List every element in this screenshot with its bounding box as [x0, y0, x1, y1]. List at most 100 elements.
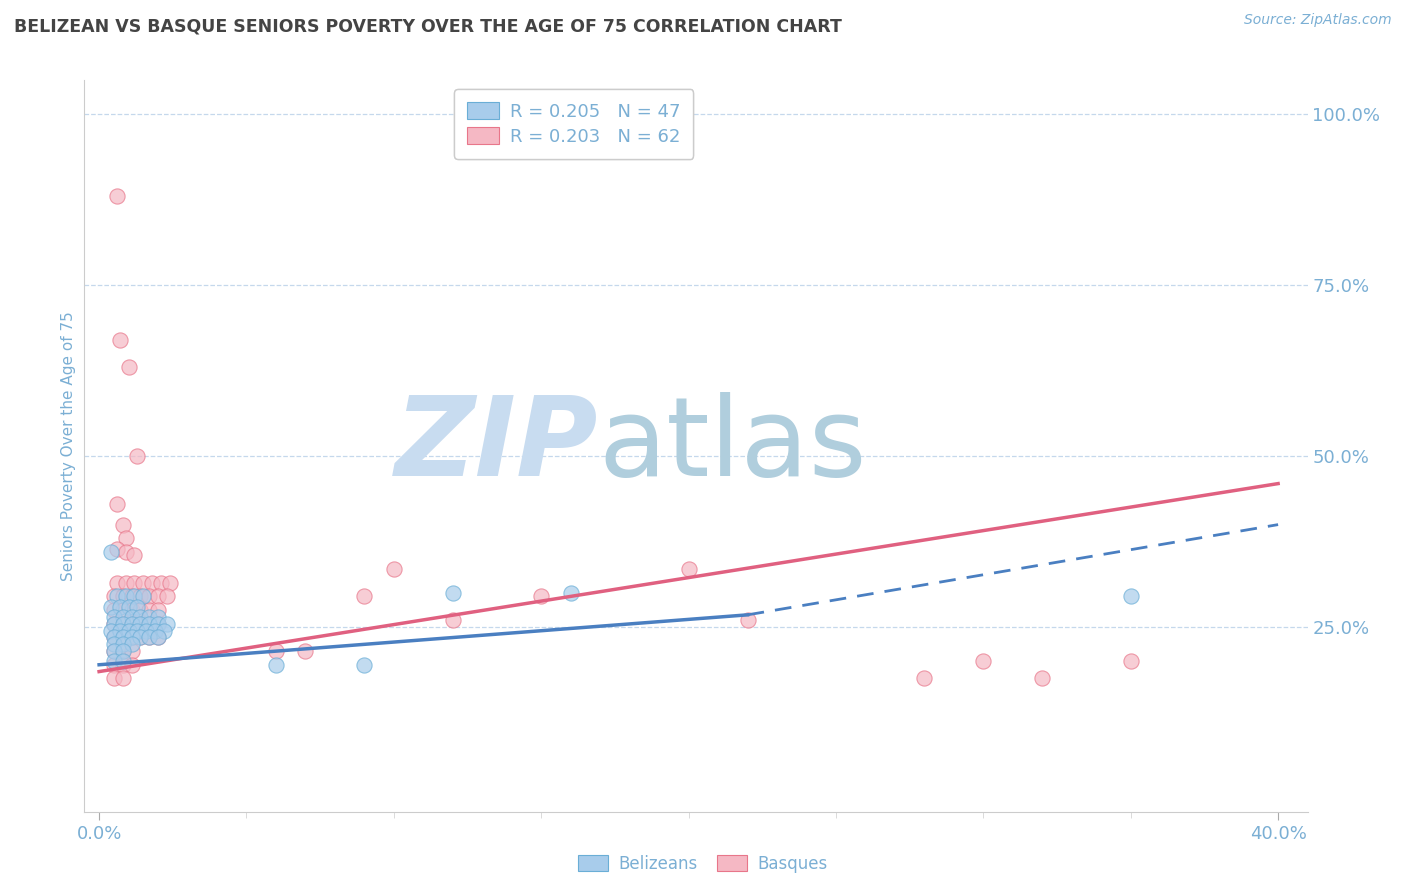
- Point: [121, 610, 143, 624]
- Point: [103, 616, 125, 631]
- Point: [103, 657, 125, 672]
- Text: BELIZEAN VS BASQUE SENIORS POVERTY OVER THE AGE OF 75 CORRELATION CHART: BELIZEAN VS BASQUE SENIORS POVERTY OVER …: [14, 18, 842, 36]
- Point: [111, 603, 134, 617]
- Point: [138, 616, 160, 631]
- Point: [129, 603, 152, 617]
- Point: [156, 590, 179, 604]
- Point: [103, 616, 125, 631]
- Point: [146, 610, 169, 624]
- Point: [129, 616, 152, 631]
- Legend: Belizeans, Basques: Belizeans, Basques: [572, 848, 834, 880]
- Point: [111, 631, 134, 645]
- Point: [111, 631, 134, 645]
- Point: [105, 189, 128, 203]
- Y-axis label: Seniors Poverty Over the Age of 75: Seniors Poverty Over the Age of 75: [60, 311, 76, 581]
- Point: [264, 644, 287, 658]
- Point: [114, 590, 136, 604]
- Point: [121, 631, 143, 645]
- Point: [121, 616, 143, 631]
- Point: [135, 624, 157, 638]
- Point: [129, 610, 152, 624]
- Point: [121, 644, 143, 658]
- Point: [560, 586, 582, 600]
- Point: [121, 603, 143, 617]
- Point: [100, 545, 122, 559]
- Point: [127, 449, 149, 463]
- Point: [121, 637, 143, 651]
- Text: ZIP: ZIP: [395, 392, 598, 500]
- Point: [382, 562, 405, 576]
- Point: [103, 644, 125, 658]
- Point: [530, 590, 553, 604]
- Point: [146, 616, 169, 631]
- Text: Source: ZipAtlas.com: Source: ZipAtlas.com: [1244, 13, 1392, 28]
- Point: [737, 613, 759, 627]
- Point: [146, 603, 169, 617]
- Point: [114, 545, 136, 559]
- Point: [103, 644, 125, 658]
- Point: [138, 603, 160, 617]
- Legend: R = 0.205   N = 47, R = 0.203   N = 62: R = 0.205 N = 47, R = 0.203 N = 62: [454, 89, 693, 159]
- Point: [108, 624, 131, 638]
- Point: [150, 575, 173, 590]
- Point: [108, 333, 131, 347]
- Point: [117, 599, 139, 614]
- Point: [146, 631, 169, 645]
- Point: [100, 624, 122, 638]
- Point: [146, 616, 169, 631]
- Point: [127, 624, 149, 638]
- Point: [1119, 654, 1142, 668]
- Point: [121, 616, 143, 631]
- Point: [124, 575, 146, 590]
- Point: [124, 590, 146, 604]
- Point: [972, 654, 994, 668]
- Text: atlas: atlas: [598, 392, 866, 500]
- Point: [132, 575, 155, 590]
- Point: [121, 631, 143, 645]
- Point: [117, 360, 139, 375]
- Point: [103, 631, 125, 645]
- Point: [146, 631, 169, 645]
- Point: [111, 616, 134, 631]
- Point: [441, 613, 464, 627]
- Point: [353, 657, 375, 672]
- Point: [153, 624, 176, 638]
- Point: [111, 654, 134, 668]
- Point: [111, 590, 134, 604]
- Point: [103, 672, 125, 686]
- Point: [441, 586, 464, 600]
- Point: [111, 616, 134, 631]
- Point: [103, 590, 125, 604]
- Point: [108, 599, 131, 614]
- Point: [103, 654, 125, 668]
- Point: [138, 590, 160, 604]
- Point: [143, 624, 166, 638]
- Point: [105, 497, 128, 511]
- Point: [156, 616, 179, 631]
- Point: [105, 590, 128, 604]
- Point: [159, 575, 181, 590]
- Point: [105, 575, 128, 590]
- Point: [103, 610, 125, 624]
- Point: [129, 631, 152, 645]
- Point: [1031, 672, 1053, 686]
- Point: [111, 657, 134, 672]
- Point: [138, 631, 160, 645]
- Point: [117, 624, 139, 638]
- Point: [127, 599, 149, 614]
- Point: [103, 603, 125, 617]
- Point: [121, 590, 143, 604]
- Point: [111, 517, 134, 532]
- Point: [111, 637, 134, 651]
- Point: [912, 672, 935, 686]
- Point: [111, 672, 134, 686]
- Point: [111, 644, 134, 658]
- Point: [264, 657, 287, 672]
- Point: [129, 616, 152, 631]
- Point: [353, 590, 375, 604]
- Point: [105, 541, 128, 556]
- Point: [129, 631, 152, 645]
- Point: [129, 590, 152, 604]
- Point: [138, 616, 160, 631]
- Point: [124, 549, 146, 563]
